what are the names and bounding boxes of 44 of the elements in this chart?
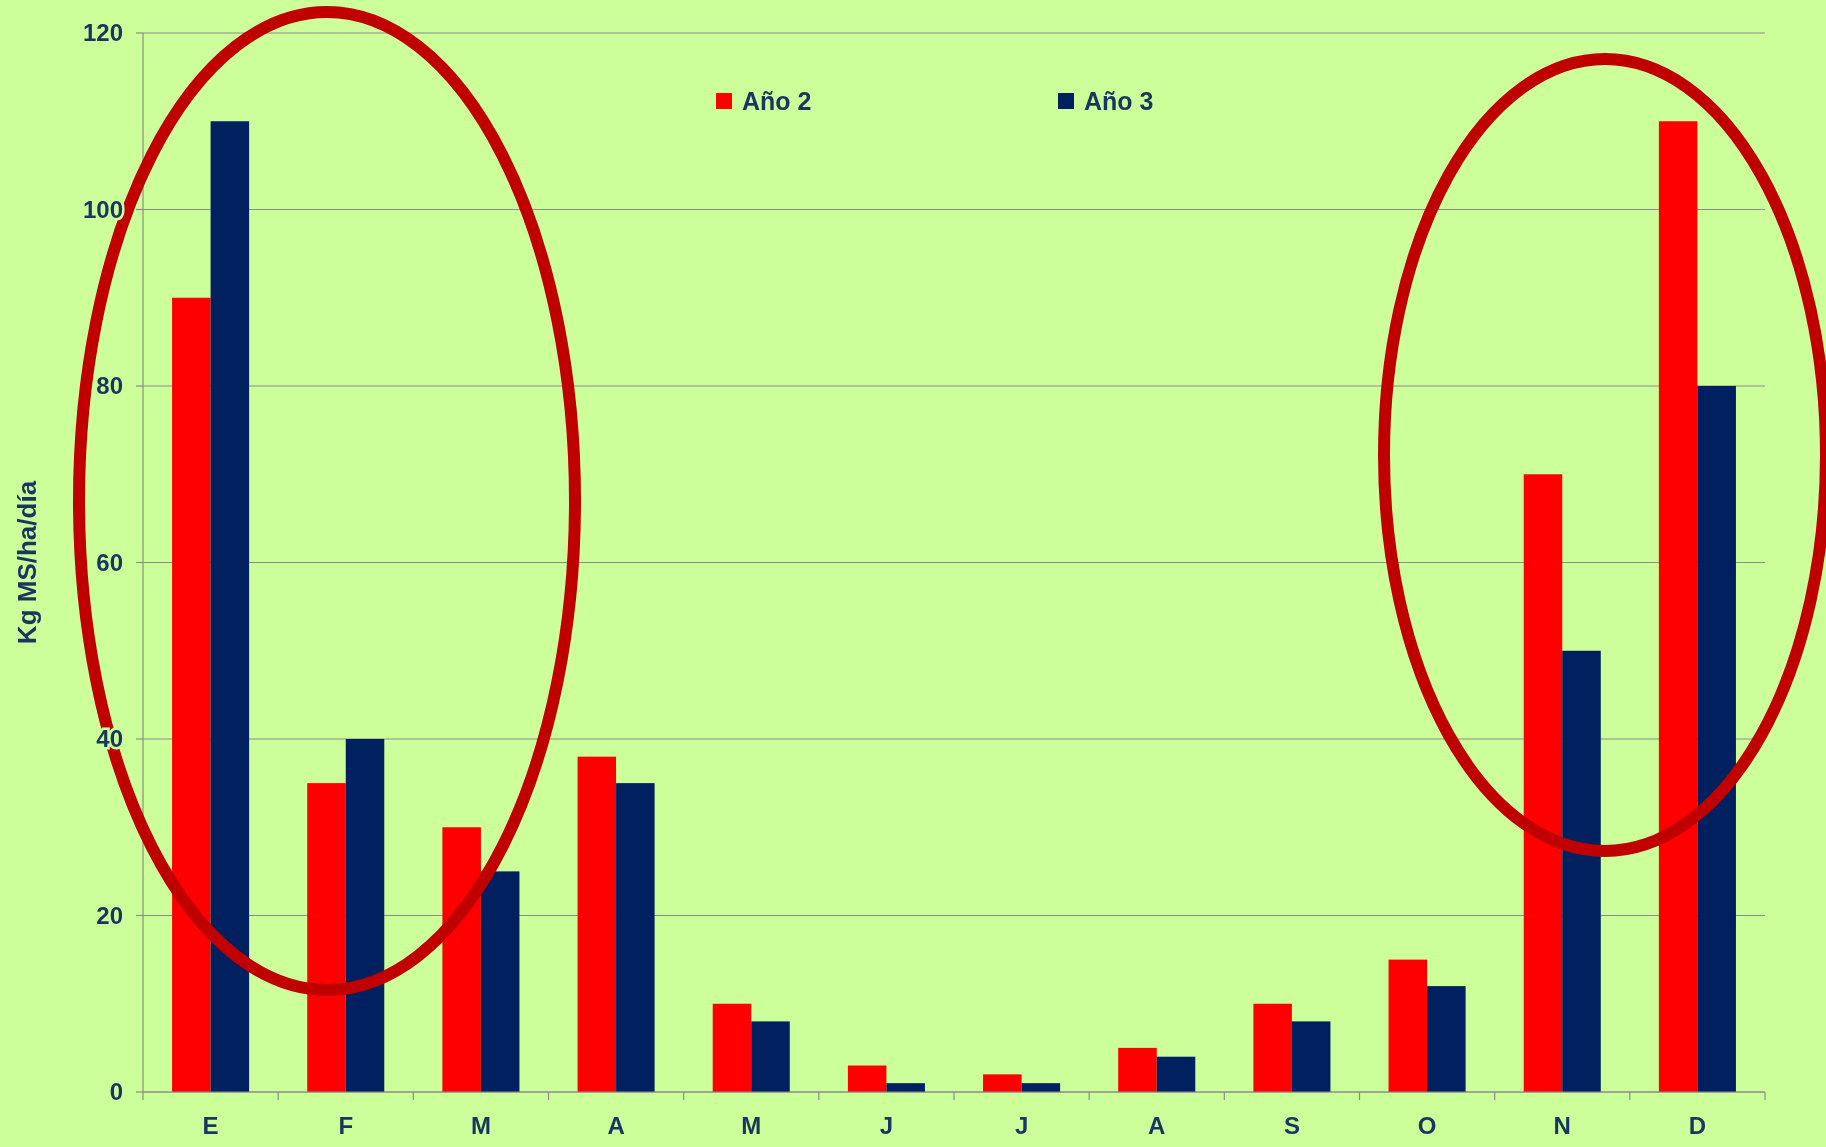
y-tick-label: 0 <box>109 1078 123 1106</box>
y-tick-label: 60 <box>96 548 123 576</box>
bar <box>616 783 655 1092</box>
x-tick-label: M <box>741 1112 762 1139</box>
bar <box>307 783 346 1092</box>
bar <box>442 827 481 1092</box>
bar <box>1156 1056 1196 1092</box>
y-tick-label: 80 <box>96 372 123 400</box>
legend-label: Año 3 <box>1084 86 1154 115</box>
bar <box>1388 959 1428 1092</box>
bar <box>1523 474 1563 1092</box>
x-tick-label: A <box>607 1112 625 1139</box>
bar <box>1697 386 1736 1092</box>
x-tick-label: J <box>1014 1112 1029 1139</box>
x-tick-label: E <box>202 1112 219 1139</box>
bar <box>210 121 250 1092</box>
x-tick-label: F <box>338 1112 354 1139</box>
bar <box>847 1065 887 1092</box>
bar <box>751 1021 790 1092</box>
legend-label: Año 2 <box>742 86 812 115</box>
bar <box>712 1003 752 1092</box>
x-tick-label: J <box>879 1112 894 1139</box>
bar <box>172 297 211 1092</box>
y-axis-title: Kg MS/ha/día <box>12 480 42 645</box>
x-tick-label: S <box>1283 1112 1300 1139</box>
bar <box>983 1074 1022 1092</box>
bar <box>1118 1047 1157 1093</box>
x-tick-label: A <box>1148 1112 1166 1139</box>
bar <box>480 871 520 1092</box>
x-tick-label: N <box>1553 1112 1571 1139</box>
x-tick-label: O <box>1417 1112 1437 1139</box>
bar <box>1253 1003 1292 1092</box>
bar <box>1427 986 1466 1092</box>
bar <box>1291 1021 1331 1092</box>
y-tick-label: 100 <box>82 195 123 223</box>
bar <box>345 739 385 1092</box>
bar <box>886 1083 925 1093</box>
y-tick-label: 20 <box>96 901 123 929</box>
bar <box>1658 121 1698 1092</box>
y-tick-label: 120 <box>82 19 123 47</box>
x-tick-label: M <box>470 1112 491 1139</box>
x-tick-label: D <box>1688 1112 1707 1139</box>
bar <box>1562 650 1601 1092</box>
bar <box>577 756 617 1092</box>
